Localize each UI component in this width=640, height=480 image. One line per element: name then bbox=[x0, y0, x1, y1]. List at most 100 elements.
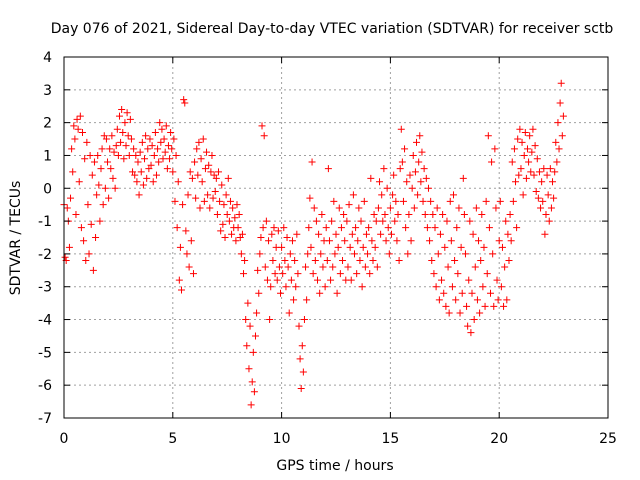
data-point bbox=[377, 230, 385, 238]
data-point bbox=[257, 234, 265, 241]
data-point bbox=[266, 316, 274, 324]
data-point bbox=[274, 227, 282, 235]
data-point bbox=[137, 168, 145, 176]
data-point bbox=[163, 165, 171, 173]
y-tick-label: 3 bbox=[43, 83, 52, 99]
data-point bbox=[68, 145, 76, 153]
data-point bbox=[477, 256, 485, 264]
data-point bbox=[138, 138, 146, 146]
data-point bbox=[359, 243, 367, 251]
data-point bbox=[501, 263, 509, 271]
data-point bbox=[509, 197, 517, 205]
data-point bbox=[328, 217, 336, 225]
data-point bbox=[76, 112, 84, 120]
data-point bbox=[231, 214, 239, 222]
data-point bbox=[82, 256, 90, 264]
data-point bbox=[443, 217, 451, 225]
data-point bbox=[189, 270, 197, 278]
data-point bbox=[245, 365, 253, 373]
data-point bbox=[464, 322, 472, 330]
data-point bbox=[270, 224, 278, 232]
data-point bbox=[154, 145, 162, 153]
data-point bbox=[269, 256, 277, 264]
data-point bbox=[291, 256, 299, 264]
data-point bbox=[83, 138, 91, 146]
data-point bbox=[92, 234, 100, 241]
data-point bbox=[488, 158, 496, 166]
data-point bbox=[124, 132, 132, 140]
data-point bbox=[229, 204, 237, 212]
data-point bbox=[126, 115, 134, 123]
data-point bbox=[117, 138, 125, 146]
data-point bbox=[120, 155, 128, 163]
data-point bbox=[417, 178, 425, 186]
data-point bbox=[228, 230, 236, 238]
data-point bbox=[304, 250, 312, 258]
data-point bbox=[155, 158, 163, 166]
data-point bbox=[295, 322, 303, 330]
data-point bbox=[180, 96, 188, 104]
data-point bbox=[217, 227, 225, 235]
data-point bbox=[500, 302, 508, 310]
data-point bbox=[423, 224, 431, 232]
data-point bbox=[541, 230, 549, 238]
data-point bbox=[523, 145, 531, 153]
data-point bbox=[101, 184, 109, 192]
data-point bbox=[88, 171, 96, 179]
data-point bbox=[95, 181, 103, 189]
data-point bbox=[312, 217, 320, 225]
data-point bbox=[199, 135, 207, 143]
data-point bbox=[67, 194, 75, 202]
data-point bbox=[361, 263, 369, 271]
data-point bbox=[61, 253, 69, 261]
data-point bbox=[169, 168, 177, 176]
data-point bbox=[251, 332, 259, 340]
data-point bbox=[317, 250, 325, 258]
data-point bbox=[470, 316, 478, 324]
data-point bbox=[86, 151, 94, 159]
data-point bbox=[149, 178, 157, 186]
data-point bbox=[389, 191, 397, 199]
data-point bbox=[431, 224, 439, 232]
data-point bbox=[403, 178, 411, 186]
data-point bbox=[194, 171, 202, 179]
data-point bbox=[281, 256, 289, 264]
data-point bbox=[527, 168, 535, 176]
data-point bbox=[73, 115, 81, 123]
data-point bbox=[489, 250, 497, 258]
data-point bbox=[336, 270, 344, 278]
data-point bbox=[475, 237, 483, 245]
data-point bbox=[460, 211, 468, 219]
data-point bbox=[285, 309, 293, 317]
data-point bbox=[142, 132, 150, 140]
data-point bbox=[390, 171, 398, 179]
data-point bbox=[254, 266, 262, 274]
data-point bbox=[508, 158, 516, 166]
data-point bbox=[167, 128, 175, 136]
data-point bbox=[261, 263, 269, 271]
x-axis: 0 5 10 15 20 25 bbox=[60, 57, 617, 447]
data-point bbox=[397, 125, 405, 133]
data-point bbox=[296, 355, 304, 363]
data-point bbox=[300, 316, 308, 324]
data-point bbox=[235, 211, 243, 219]
data-point bbox=[278, 243, 286, 251]
data-point bbox=[410, 204, 418, 212]
data-point bbox=[267, 283, 275, 291]
data-point bbox=[200, 197, 208, 205]
data-point bbox=[370, 211, 378, 219]
data-point bbox=[354, 237, 362, 245]
data-point bbox=[114, 151, 122, 159]
data-point bbox=[151, 128, 159, 136]
data-point bbox=[335, 204, 343, 212]
data-point bbox=[422, 174, 430, 182]
data-point bbox=[478, 211, 486, 219]
data-point bbox=[436, 230, 444, 238]
data-point bbox=[234, 224, 242, 232]
data-point bbox=[107, 165, 115, 173]
data-point bbox=[558, 132, 566, 140]
data-point bbox=[537, 204, 545, 212]
data-point bbox=[98, 145, 106, 153]
data-point bbox=[237, 250, 245, 258]
data-point bbox=[415, 158, 423, 166]
